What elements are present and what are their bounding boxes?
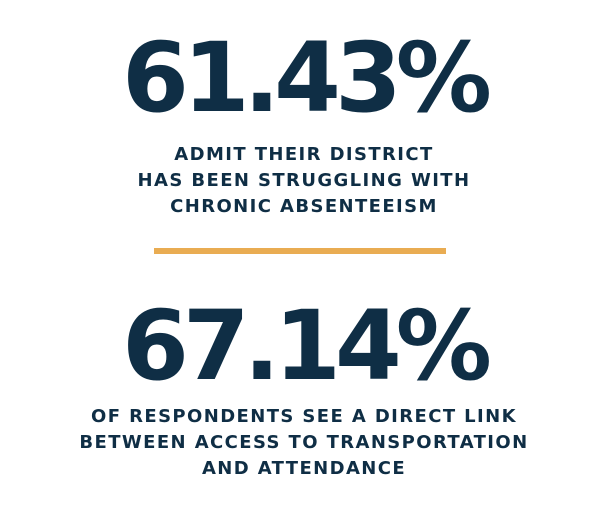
stat-block-district-struggling: 61.43% ADMIT THEIR DISTRICT HAS BEEN STR… xyxy=(0,30,608,220)
stat-value: 61.43% xyxy=(122,22,492,134)
stat-caption-line: CHRONIC ABSENTEEISM xyxy=(170,196,438,217)
stat-caption-line: OF RESPONDENTS SEE A DIRECT LINK xyxy=(91,406,517,427)
stat-block-transportation-link: 67.14% OF RESPONDENTS SEE A DIRECT LINK … xyxy=(0,298,608,482)
stat-caption-line: ADMIT THEIR DISTRICT xyxy=(174,144,434,165)
stat-caption-line: AND ATTENDANCE xyxy=(201,458,407,479)
stat-caption-line: HAS BEEN STRUGGLING WITH xyxy=(137,170,471,191)
divider xyxy=(154,248,446,254)
stat-caption: OF RESPONDENTS SEE A DIRECT LINK BETWEEN… xyxy=(0,404,608,482)
stat-caption-line: BETWEEN ACCESS TO TRANSPORTATION xyxy=(79,432,529,453)
stat-value: 67.14% xyxy=(122,290,492,402)
stat-caption: ADMIT THEIR DISTRICT HAS BEEN STRUGGLING… xyxy=(0,142,608,220)
